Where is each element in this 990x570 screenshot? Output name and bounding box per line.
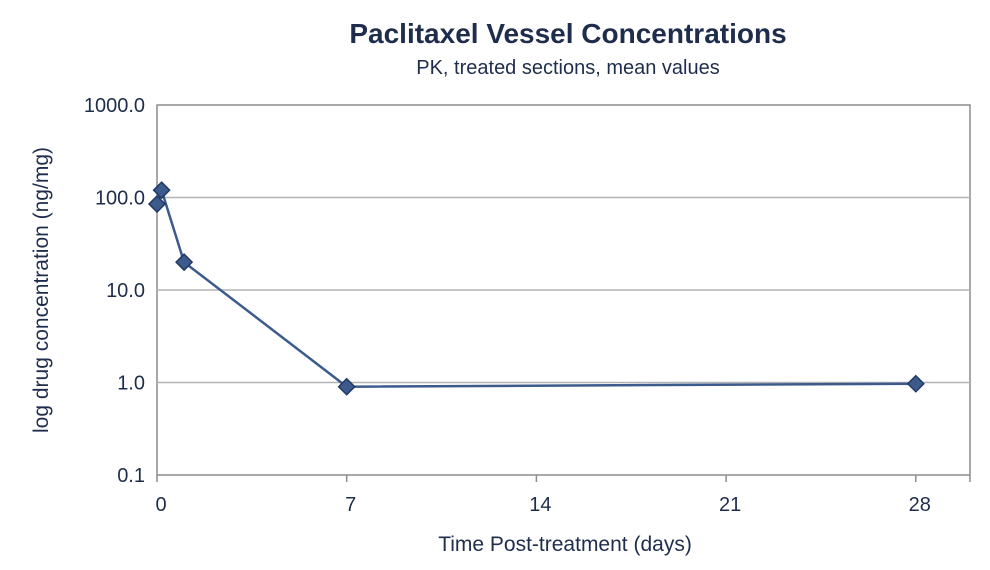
x-tick-label: 7 — [345, 494, 356, 516]
x-tick-label: 28 — [909, 494, 931, 516]
y-tick-label: 0.1 — [117, 465, 145, 487]
x-axis-title: Time Post-treatment (days) — [438, 533, 692, 556]
y-tick-label: 10.0 — [106, 280, 145, 302]
chart-title: Paclitaxel Vessel Concentrations — [349, 18, 786, 49]
x-axis-ticks: 0 7 14 21 28 — [155, 475, 971, 516]
data-point-marker — [152, 181, 171, 200]
x-tick-label: 0 — [155, 494, 166, 516]
y-tick-label: 1000.0 — [84, 95, 145, 117]
data-point-marker — [337, 377, 356, 396]
y-axis-ticks: 0.1 1.0 10.0 100.0 1000.0 — [84, 95, 145, 487]
data-point-marker — [906, 374, 925, 393]
y-tick-label: 1.0 — [117, 373, 145, 395]
x-tick-label: 14 — [529, 494, 551, 516]
data-point-marker — [175, 253, 194, 272]
chart-subtitle: PK, treated sections, mean values — [416, 57, 720, 79]
y-tick-label: 100.0 — [95, 188, 145, 210]
x-tick-label: 21 — [719, 494, 741, 516]
y-axis-title: log drug concentration (ng/mg) — [30, 147, 53, 433]
gridlines — [157, 196, 970, 384]
series-group — [147, 181, 925, 396]
data-point-marker — [147, 194, 167, 214]
